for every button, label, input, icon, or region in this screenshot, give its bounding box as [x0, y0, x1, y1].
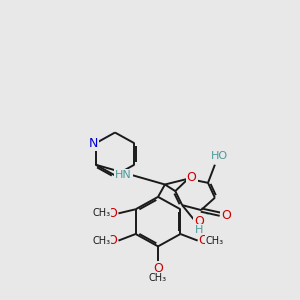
- Text: HN: HN: [115, 169, 132, 180]
- Text: CH₃: CH₃: [92, 236, 110, 246]
- Text: CH₃: CH₃: [206, 236, 224, 246]
- Text: O: O: [107, 207, 117, 220]
- Text: O: O: [107, 234, 117, 247]
- Text: H: H: [195, 225, 204, 235]
- Text: O: O: [187, 171, 196, 184]
- Text: O: O: [221, 208, 231, 221]
- Text: O: O: [199, 234, 208, 247]
- Text: N: N: [88, 137, 98, 150]
- Text: O: O: [153, 262, 163, 275]
- Text: O: O: [194, 215, 204, 228]
- Text: CH₃: CH₃: [92, 208, 110, 218]
- Text: CH₃: CH₃: [149, 273, 167, 283]
- Text: HO: HO: [211, 151, 228, 160]
- Text: ⁻: ⁻: [206, 212, 211, 223]
